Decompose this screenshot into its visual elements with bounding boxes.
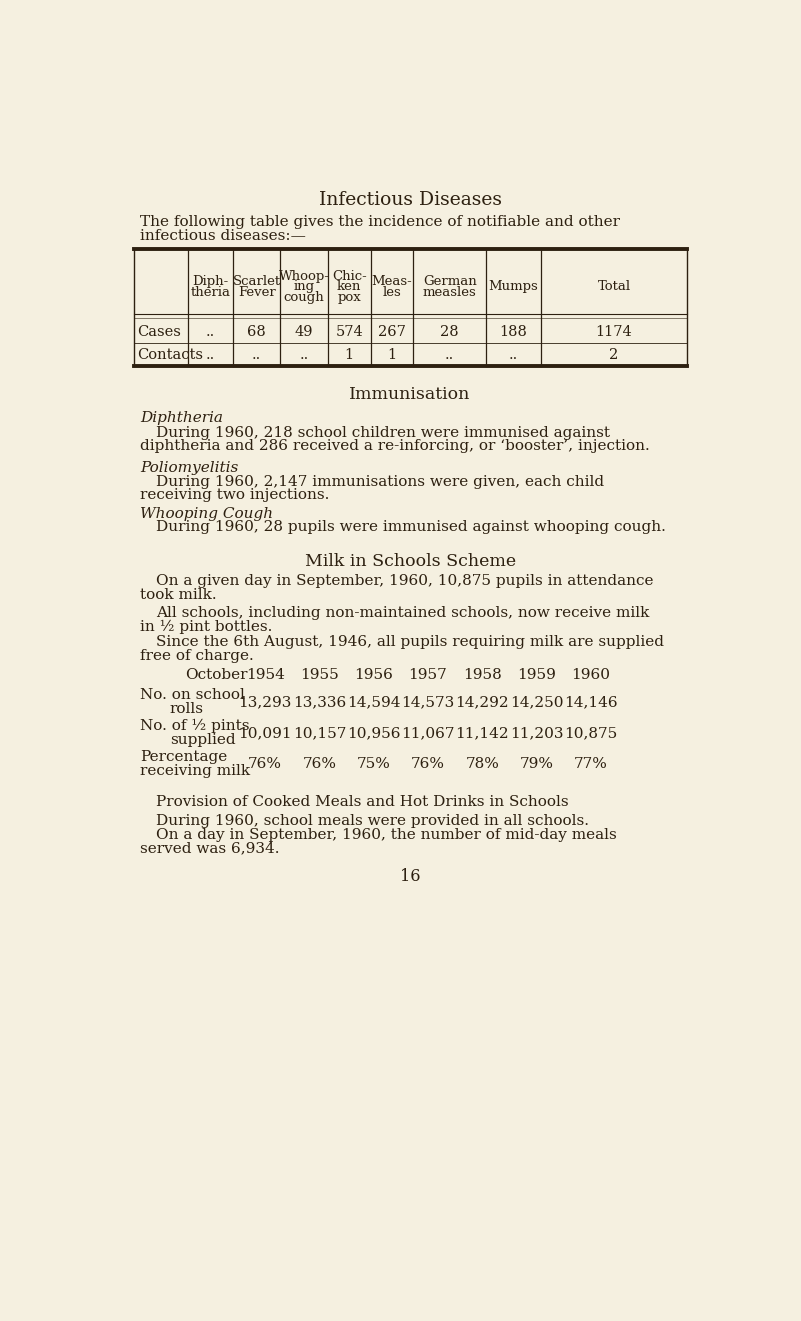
Text: Scarlet: Scarlet (232, 275, 280, 288)
Text: Infectious Diseases: Infectious Diseases (319, 190, 501, 209)
Text: 14,292: 14,292 (456, 695, 509, 709)
Text: Contacts: Contacts (137, 347, 203, 362)
Text: ing: ing (293, 280, 315, 293)
Text: 1957: 1957 (409, 668, 447, 682)
Text: ..: .. (300, 347, 308, 362)
Text: Whoop-: Whoop- (279, 269, 329, 283)
Text: Total: Total (598, 280, 630, 293)
Text: 1954: 1954 (246, 668, 284, 682)
Text: served was 6,934.: served was 6,934. (140, 841, 280, 856)
Text: October: October (185, 668, 248, 682)
Text: 267: 267 (378, 325, 406, 339)
Text: 2: 2 (610, 347, 618, 362)
Text: in ½ pint bottles.: in ½ pint bottles. (140, 620, 273, 634)
Text: took milk.: took milk. (140, 588, 217, 602)
Text: 11,203: 11,203 (509, 727, 563, 740)
Text: pox: pox (337, 291, 361, 304)
Text: Diphtheria: Diphtheria (140, 411, 223, 425)
Text: 10,956: 10,956 (347, 727, 400, 740)
Text: Chic-: Chic- (332, 269, 367, 283)
Text: 76%: 76% (248, 757, 282, 771)
Text: 10,875: 10,875 (564, 727, 618, 740)
Text: receiving two injections.: receiving two injections. (140, 487, 330, 502)
Text: During 1960, 218 school children were immunised against: During 1960, 218 school children were im… (156, 425, 610, 440)
Text: free of charge.: free of charge. (140, 649, 254, 663)
Text: Cases: Cases (137, 325, 181, 339)
Text: 1174: 1174 (596, 325, 632, 339)
Text: 188: 188 (500, 325, 528, 339)
Text: 1: 1 (344, 347, 354, 362)
Text: diphtheria and 286 received a re-inforcing, or ‘booster’, injection.: diphtheria and 286 received a re-inforci… (140, 439, 650, 453)
Text: 16: 16 (400, 868, 421, 885)
Text: During 1960, 2,147 immunisations were given, each child: During 1960, 2,147 immunisations were gi… (156, 476, 604, 489)
Text: On a given day in September, 1960, 10,875 pupils in attendance: On a given day in September, 1960, 10,87… (156, 575, 654, 588)
Text: les: les (383, 285, 401, 299)
Text: 10,157: 10,157 (292, 727, 346, 740)
Text: 11,142: 11,142 (456, 727, 509, 740)
Text: ..: .. (206, 325, 215, 339)
Text: On a day in September, 1960, the number of mid-day meals: On a day in September, 1960, the number … (156, 828, 617, 841)
Text: ..: .. (206, 347, 215, 362)
Text: 13,293: 13,293 (239, 695, 292, 709)
Text: 14,594: 14,594 (347, 695, 400, 709)
Text: 68: 68 (248, 325, 266, 339)
Text: ..: .. (252, 347, 261, 362)
Text: 77%: 77% (574, 757, 608, 771)
Text: supplied: supplied (170, 733, 235, 746)
Text: 28: 28 (441, 325, 459, 339)
Text: 11,067: 11,067 (401, 727, 455, 740)
Text: No. on school: No. on school (140, 688, 245, 703)
Text: 13,336: 13,336 (293, 695, 346, 709)
Text: cough: cough (284, 291, 324, 304)
Text: 1960: 1960 (571, 668, 610, 682)
Text: 76%: 76% (411, 757, 445, 771)
Text: Poliomyelitis: Poliomyelitis (140, 461, 239, 476)
Text: Mumps: Mumps (489, 280, 538, 293)
Text: 75%: 75% (356, 757, 391, 771)
Text: During 1960, 28 pupils were immunised against whooping cough.: During 1960, 28 pupils were immunised ag… (156, 520, 666, 535)
Text: 79%: 79% (520, 757, 553, 771)
Text: Provision of Cooked Meals and Hot Drinks in Schools: Provision of Cooked Meals and Hot Drinks… (156, 794, 569, 808)
Text: Immunisation: Immunisation (349, 386, 471, 403)
Text: During 1960, school meals were provided in all schools.: During 1960, school meals were provided … (156, 814, 589, 828)
Text: 76%: 76% (303, 757, 336, 771)
Text: 14,573: 14,573 (401, 695, 455, 709)
Text: 14,146: 14,146 (564, 695, 618, 709)
Text: ..: .. (509, 347, 518, 362)
Text: 1958: 1958 (463, 668, 501, 682)
Text: Fever: Fever (238, 285, 276, 299)
Text: ken: ken (337, 280, 361, 293)
Text: infectious diseases:—: infectious diseases:— (140, 229, 306, 243)
Text: receiving milk: receiving milk (140, 764, 251, 778)
Text: German: German (423, 275, 477, 288)
Text: 574: 574 (336, 325, 363, 339)
Text: 49: 49 (295, 325, 313, 339)
Text: measles: measles (423, 285, 477, 299)
Text: theria: theria (191, 285, 231, 299)
Text: ..: .. (445, 347, 454, 362)
Text: 1: 1 (388, 347, 396, 362)
Text: 78%: 78% (465, 757, 499, 771)
Text: All schools, including non-maintained schools, now receive milk: All schools, including non-maintained sc… (156, 606, 650, 620)
Text: 1956: 1956 (354, 668, 393, 682)
Text: Diph-: Diph- (192, 275, 229, 288)
Text: The following table gives the incidence of notifiable and other: The following table gives the incidence … (140, 215, 621, 229)
Text: 1955: 1955 (300, 668, 339, 682)
Text: No. of ½ pints: No. of ½ pints (140, 719, 250, 733)
Text: Since the 6th August, 1946, all pupils requiring milk are supplied: Since the 6th August, 1946, all pupils r… (156, 635, 664, 649)
Text: rolls: rolls (170, 703, 204, 716)
Text: Meas-: Meas- (372, 275, 413, 288)
Text: Milk in Schools Scheme: Milk in Schools Scheme (304, 552, 516, 569)
Text: 14,250: 14,250 (509, 695, 563, 709)
Text: Percentage: Percentage (140, 750, 227, 764)
Text: 10,091: 10,091 (239, 727, 292, 740)
Text: 1959: 1959 (517, 668, 556, 682)
Text: Whooping Cough: Whooping Cough (140, 507, 274, 522)
